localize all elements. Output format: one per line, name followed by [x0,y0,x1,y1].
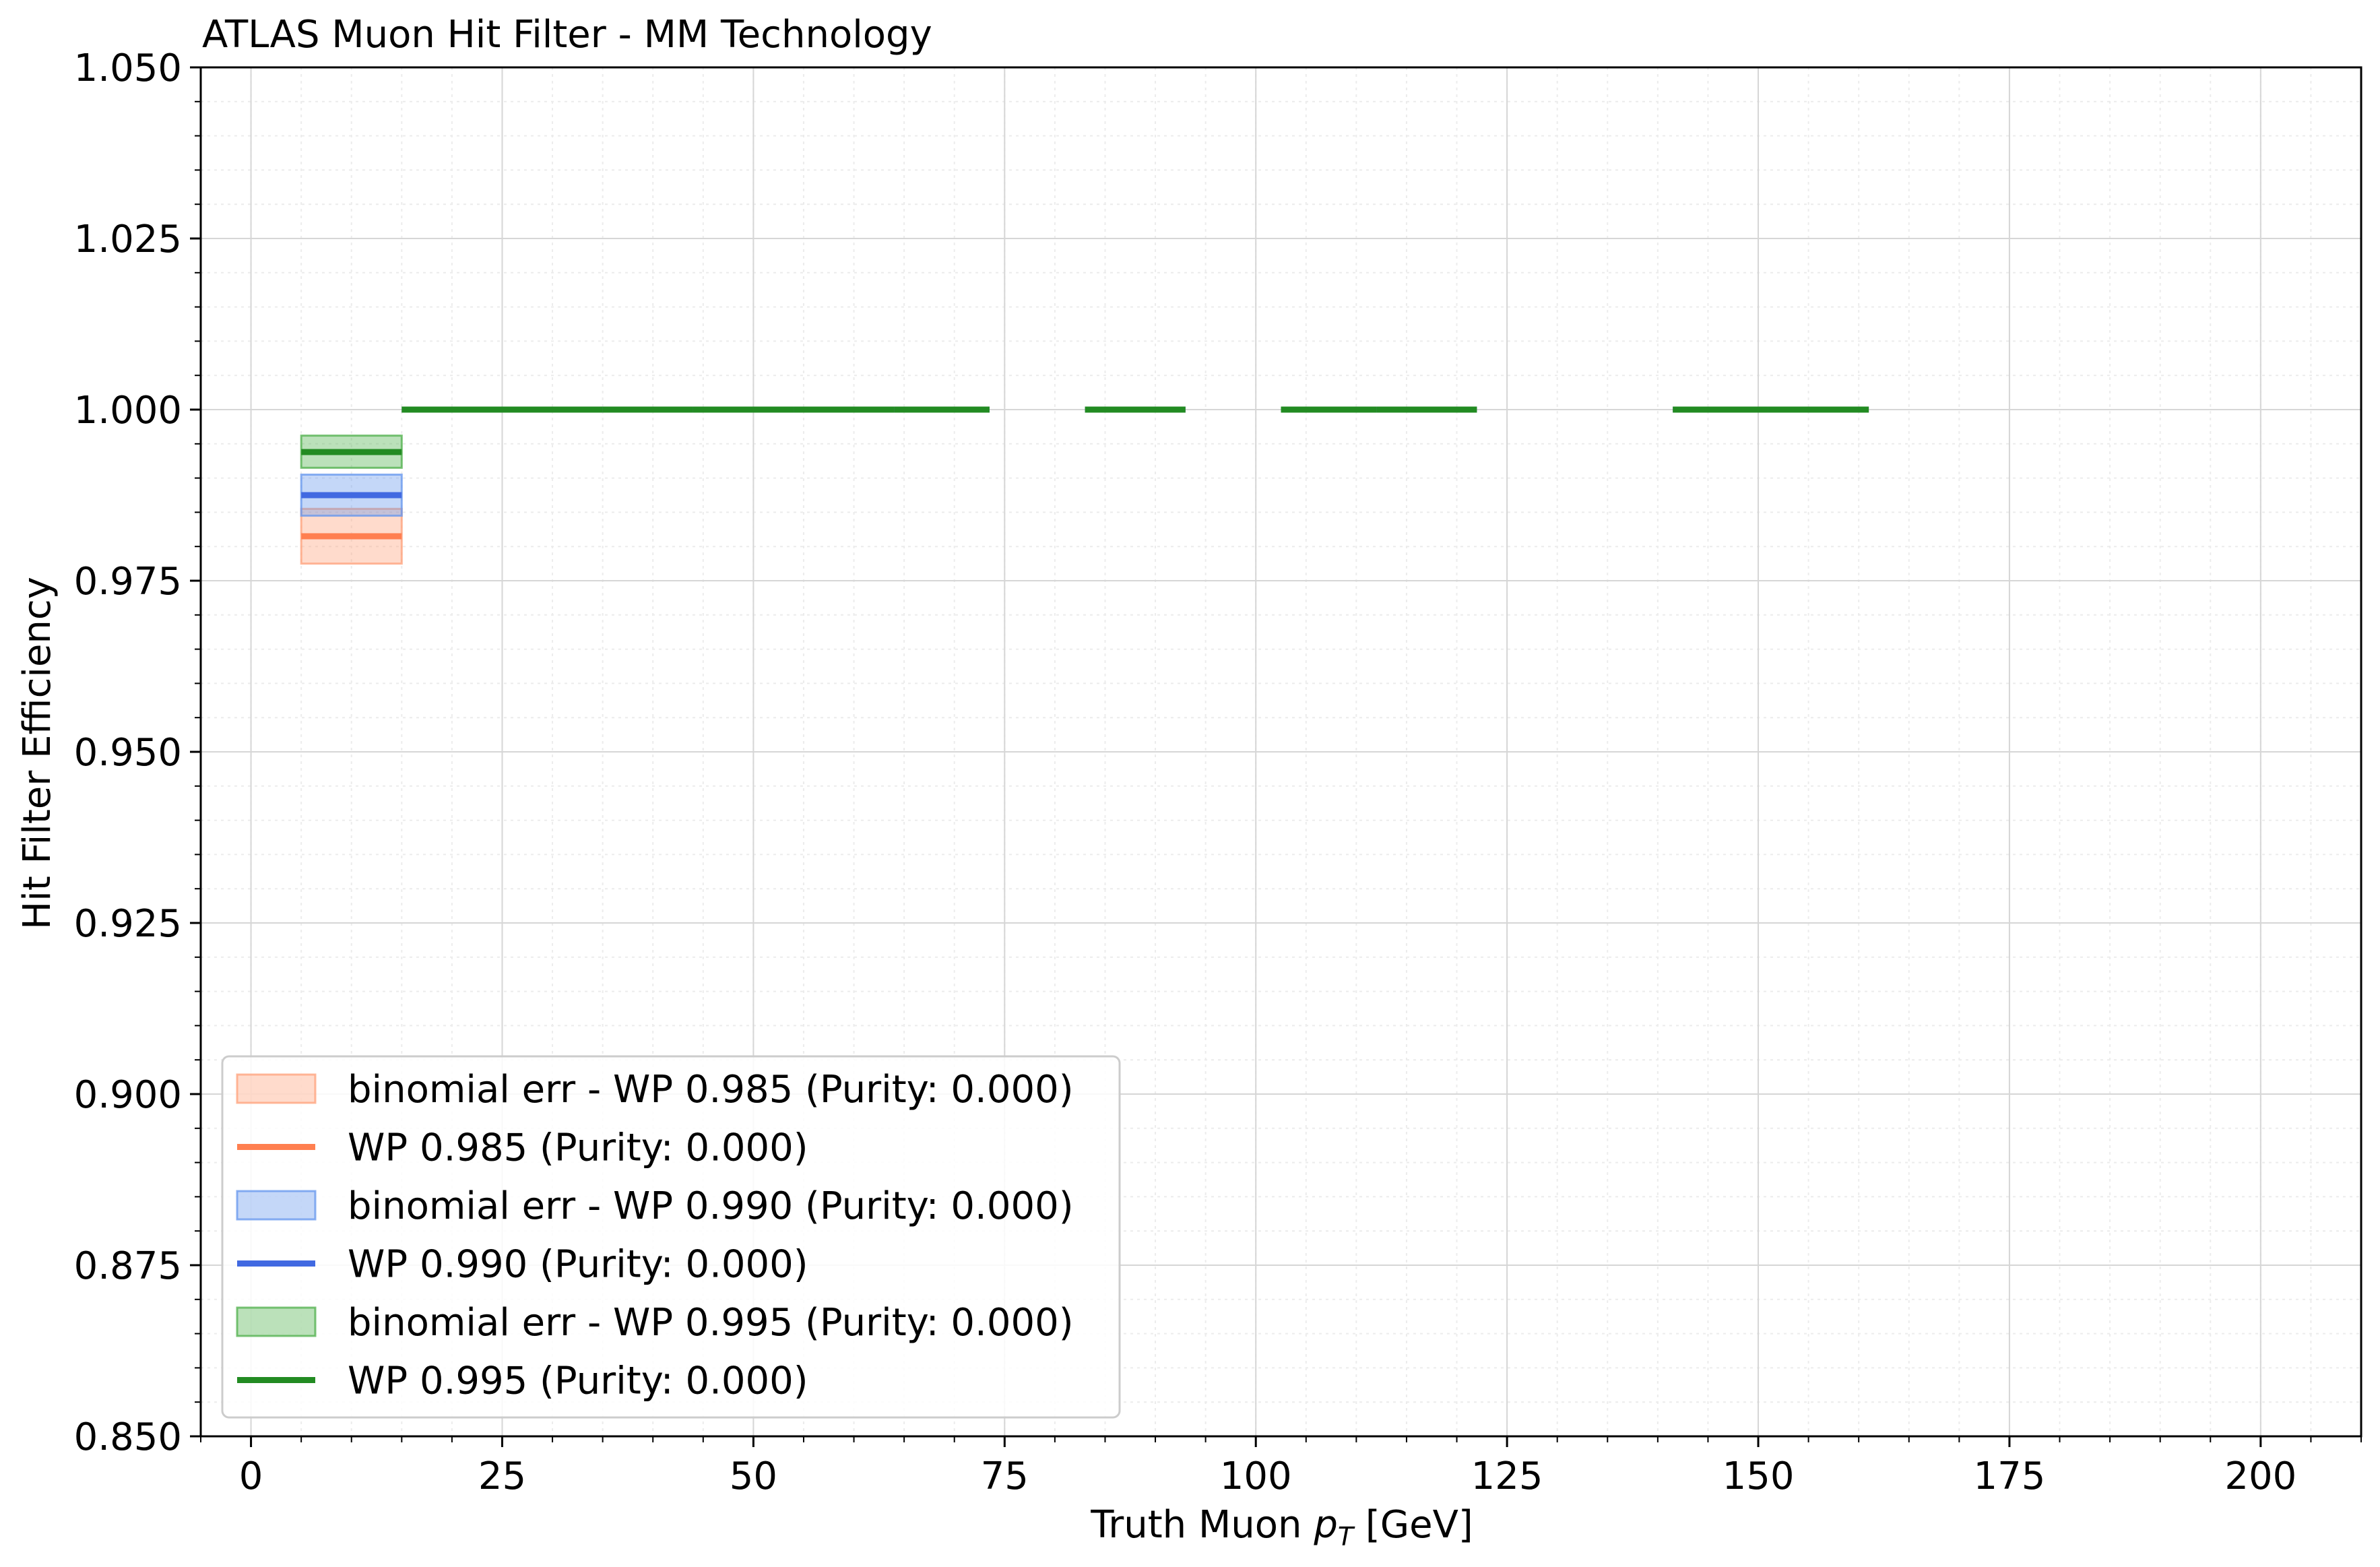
y-tick-label: 0.975 [74,560,182,604]
y-tick-label: 1.025 [74,218,182,261]
legend-box [221,1055,1121,1419]
x-tick-label: 175 [1973,1454,2045,1498]
x-tick-label: 150 [1723,1454,1795,1498]
legend-label: binomial err - WP 0.995 (Purity: 0.000) [348,1301,1074,1345]
legend: binomial err - WP 0.985 (Purity: 0.000) W… [221,1055,1121,1419]
y-tick-label: 0.950 [74,731,182,775]
x-tick-label: 75 [981,1454,1029,1498]
x-axis-label-unit: [GeV] [1353,1503,1473,1547]
y-tick-label: 0.850 [74,1415,182,1459]
x-axis-label-main: Truth Muon [1090,1503,1314,1547]
x-tick-label: 0 [239,1454,263,1498]
legend-label: WP 0.990 (Purity: 0.000) [348,1243,808,1287]
y-tick-label: 0.875 [74,1244,182,1288]
series-lines [301,406,1869,540]
x-tick-label: 50 [730,1454,777,1498]
y-tick-label: 0.925 [74,902,182,946]
x-tick-label: 100 [1220,1454,1292,1498]
y-axis-label: Hit Filter Efficiency [15,577,59,930]
x-axis-label-symbol: p [1313,1503,1338,1547]
x-tick-label: 25 [478,1454,526,1498]
x-tick-label: 200 [2224,1454,2296,1498]
x-axis: 0 25 50 75 100 125 150 175 200 [200,1436,2362,1498]
y-tick-label: 0.900 [74,1073,182,1117]
legend-swatch-band [236,1073,317,1104]
legend-label: binomial err - WP 0.985 (Purity: 0.000) [348,1068,1074,1112]
legend-swatch-band [236,1306,317,1337]
x-axis-label: Truth Muon pT [GeV] [1090,1503,1473,1552]
legend-label: WP 0.995 (Purity: 0.000) [348,1360,808,1403]
legend-label: WP 0.985 (Purity: 0.000) [348,1126,808,1170]
legend-label: binomial err - WP 0.990 (Purity: 0.000) [348,1184,1074,1228]
x-tick-label: 125 [1471,1454,1543,1498]
legend-swatch-band [236,1190,317,1221]
x-axis-label-subscript: T [1338,1522,1355,1552]
chart-title: ATLAS Muon Hit Filter - MM Technology [202,13,932,57]
y-tick-label: 1.050 [74,46,182,90]
y-tick-label: 1.000 [74,389,182,433]
y-axis: 0.850 0.875 0.900 0.925 0.950 0.975 1.000 1.025… [74,46,201,1459]
